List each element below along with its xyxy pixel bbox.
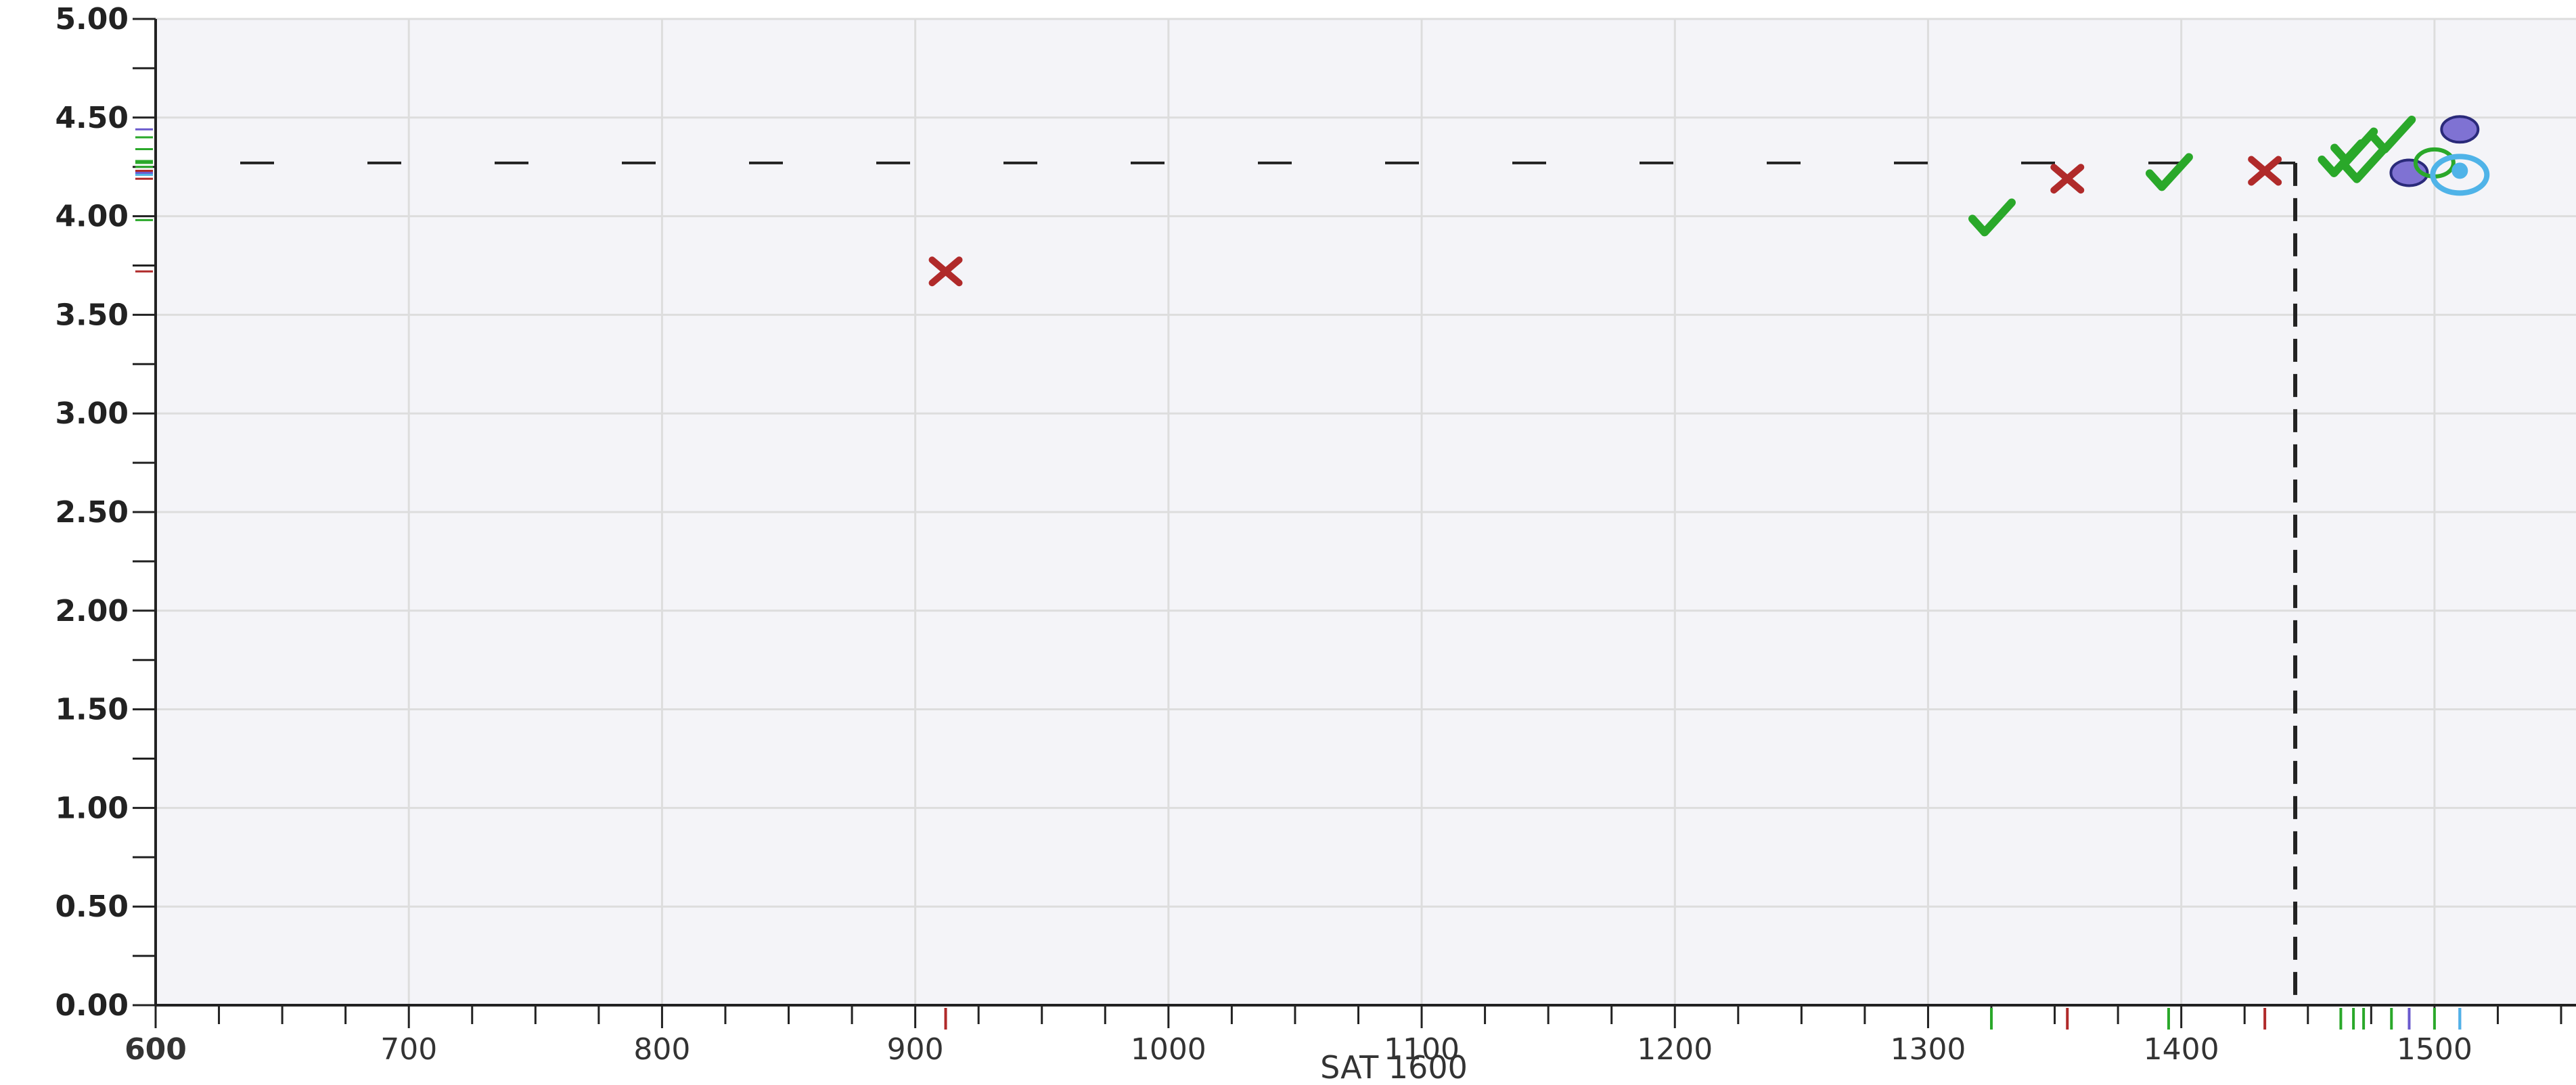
accepted-point: [2330, 127, 2378, 166]
accepted-point: [2368, 115, 2416, 154]
x-tick-label: 1500: [2397, 1032, 2472, 1067]
y-tick-label: 5.00: [55, 2, 129, 37]
accepted-point: [2341, 145, 2389, 183]
x-tick-label: 1000: [1131, 1032, 1206, 1067]
y-tick-label: 0.00: [55, 988, 129, 1023]
applicant-point: [2430, 154, 2490, 196]
y-tick-label: 2.50: [55, 495, 129, 530]
waitlisted-point: [2440, 115, 2480, 144]
x-tick-label: 600: [125, 1032, 187, 1067]
x-tick-label: 700: [380, 1032, 437, 1067]
x-tick-label: 800: [633, 1032, 690, 1067]
x-tick-label: 1200: [1637, 1032, 1713, 1067]
x-tick-label: 1300: [1890, 1032, 1966, 1067]
x-tick-label: 900: [887, 1032, 944, 1067]
y-tick-label: 2.00: [55, 594, 129, 628]
reference-lines: [240, 161, 2298, 1005]
y-tick-label: 3.50: [55, 298, 129, 332]
y-tick-labels: 0.00 0.50 1.00 1.50 2.00 2.50 3.00 3.50 4.00 4.50…: [55, 2, 129, 1023]
x-tick-labels: 600 700 800 900 1000 1100 1200 1300 1400 1500: [125, 1032, 2472, 1067]
accepted-point: [1968, 198, 2016, 237]
y-tick-label: 3.00: [55, 396, 129, 431]
data-points: [928, 115, 2490, 287]
rejected-point: [2248, 156, 2282, 186]
axis-rug-marks: [135, 128, 2462, 1030]
x-tick-label: 1400: [2144, 1032, 2219, 1067]
rejected-point: [928, 256, 963, 287]
y-tick-label: 0.50: [55, 890, 129, 924]
applicant-point-center: [2451, 162, 2468, 179]
y-tick-label: 4.50: [55, 101, 129, 135]
axes: [154, 19, 2576, 1007]
y-tick-label: 1.50: [55, 693, 129, 727]
y-tick-label: 4.00: [55, 200, 129, 234]
y-tick-label: 1.00: [55, 791, 129, 825]
rejected-point: [2050, 164, 2085, 194]
x-axis-title: SAT 1600: [1320, 1049, 1468, 1085]
accepted-point: [2145, 153, 2193, 191]
x-tick-label: 1100: [1384, 1032, 1460, 1067]
